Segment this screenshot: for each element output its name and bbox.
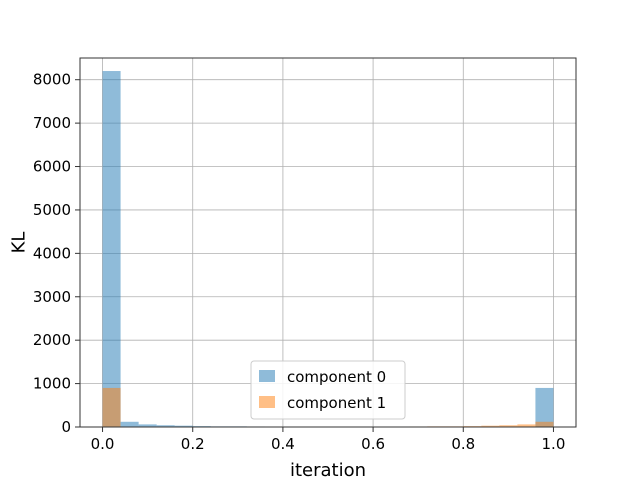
y-tick-label: 2000 <box>33 331 71 349</box>
bar-component-1 <box>535 421 554 427</box>
x-tick-label: 0.8 <box>451 435 475 453</box>
x-axis-label: iteration <box>290 460 366 480</box>
y-tick-label: 5000 <box>33 201 71 219</box>
y-tick-label: 8000 <box>33 71 71 89</box>
y-tick-label: 3000 <box>33 288 71 306</box>
x-tick-label: 0.6 <box>361 435 385 453</box>
y-axis-label: KL <box>8 232 29 254</box>
x-tick-label: 1.0 <box>542 435 566 453</box>
x-tick-label: 0.2 <box>181 435 205 453</box>
bar-component-0 <box>174 425 193 427</box>
x-axis-ticks: 0.0 0.2 0.4 0.6 0.8 1.0 <box>91 427 566 453</box>
legend-box <box>250 360 406 420</box>
legend-swatch-component-1 <box>259 396 275 408</box>
bar-component-0 <box>138 424 157 427</box>
x-tick-label: 0.4 <box>271 435 295 453</box>
grid-lines <box>80 58 576 428</box>
plot-frame <box>79 57 577 428</box>
bar-component-0 <box>156 425 175 427</box>
bar-component-0 <box>535 387 554 427</box>
bar-component-0 <box>120 421 139 427</box>
legend-swatch-component-0 <box>259 370 275 382</box>
bar-component-1 <box>517 424 536 427</box>
y-tick-label: 0 <box>61 418 71 436</box>
legend-label-component-1: component 1 <box>287 394 386 412</box>
legend-label-component-0: component 0 <box>287 368 386 386</box>
y-tick-label: 4000 <box>33 244 71 262</box>
y-tick-label: 7000 <box>33 114 71 132</box>
y-tick-label: 1000 <box>33 375 71 393</box>
bar-component-0 <box>102 71 121 427</box>
y-axis-ticks: 0 1000 2000 3000 4000 5000 6000 7000 8000 <box>33 71 80 436</box>
bar-component-1 <box>499 425 518 427</box>
bar-component-1 <box>481 425 500 427</box>
x-tick-label: 0.0 <box>91 435 115 453</box>
bar-component-1 <box>102 387 121 427</box>
legend: component 0 component 1 <box>250 360 406 420</box>
y-tick-label: 6000 <box>33 158 71 176</box>
